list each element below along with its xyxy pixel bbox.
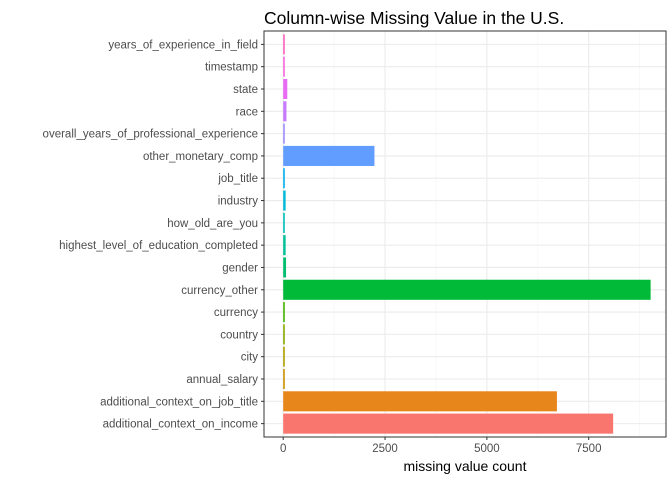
y-tick-label: industry xyxy=(218,196,259,208)
y-axis: additional_context_on_income additional_c… xyxy=(43,39,264,431)
chart-title: Column-wise Missing Value in the U.S. xyxy=(264,8,564,28)
y-tick-label: overall_years_of_professional_experience xyxy=(43,129,258,141)
bars xyxy=(283,34,651,434)
y-tick-label: additional_context_on_job_title xyxy=(100,396,258,408)
bar-how-old-are-you xyxy=(283,212,285,233)
bar-country xyxy=(283,324,285,345)
bar-state xyxy=(283,78,288,100)
grid xyxy=(264,31,666,437)
panel-border xyxy=(263,30,667,438)
bar-city xyxy=(283,346,285,367)
bar-race xyxy=(283,101,287,122)
y-tick-label: gender xyxy=(222,262,258,274)
y-tick-label: how_old_are_you xyxy=(167,218,258,230)
y-tick-label: race xyxy=(236,106,258,118)
y-tick-label: country xyxy=(220,329,258,341)
y-tick-label: highest_level_of_education_completed xyxy=(59,240,258,252)
y-tick-label: additional_context_on_income xyxy=(103,419,258,431)
bar-currency xyxy=(283,302,285,323)
bar-currency-other xyxy=(283,279,651,300)
bar-highest-level-of-education-completed xyxy=(283,235,286,256)
bar-additional-context-on-income xyxy=(283,413,614,434)
y-tick-label: other_monetary_comp xyxy=(143,151,258,163)
bar-timestamp xyxy=(283,56,285,77)
x-axis: 0 2500 5000 7500 xyxy=(280,437,602,455)
bar-annual-salary xyxy=(283,368,285,390)
y-tick-label: job_title xyxy=(217,173,258,185)
x-tick-label: 7500 xyxy=(576,443,602,455)
bar-years-of-experience-in-field xyxy=(283,34,285,55)
bar-additional-context-on-job-title xyxy=(283,391,557,412)
y-tick-label: state xyxy=(233,84,258,96)
x-axis-title: missing value count xyxy=(404,458,527,474)
y-tick-label: annual_salary xyxy=(186,374,258,386)
bar-industry xyxy=(283,190,286,211)
x-tick-label: 0 xyxy=(280,443,286,455)
bar-overall-years-of-professional-experience xyxy=(283,123,285,144)
bar-other-monetary-comp xyxy=(283,145,375,166)
y-tick-label: currency_other xyxy=(181,285,258,297)
x-tick-label: 5000 xyxy=(474,443,500,455)
y-tick-label: timestamp xyxy=(205,62,258,74)
y-tick-label: currency xyxy=(214,307,258,319)
x-tick-label: 2500 xyxy=(372,443,398,455)
bar-gender xyxy=(283,257,287,278)
y-tick-label: city xyxy=(241,352,259,364)
bar-job-title xyxy=(283,168,285,189)
y-tick-label: years_of_experience_in_field xyxy=(108,39,258,51)
